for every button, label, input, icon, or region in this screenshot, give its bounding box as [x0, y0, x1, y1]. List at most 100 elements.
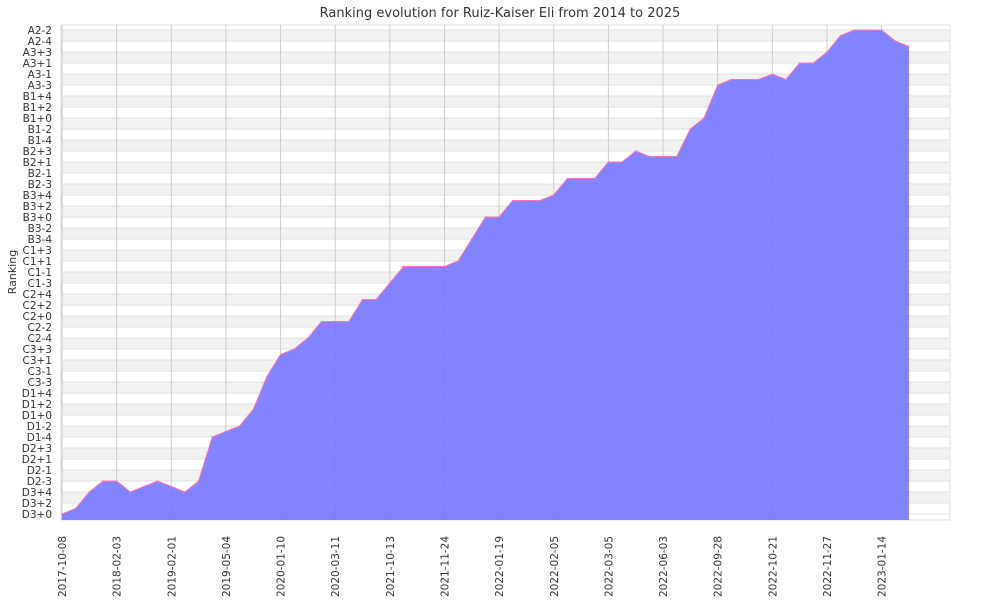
grid-band — [61, 162, 950, 173]
data-point — [348, 320, 350, 323]
data-point — [61, 513, 63, 515]
data-point — [689, 128, 692, 130]
y-tick-label: C3+1 — [23, 355, 53, 367]
y-tick-label: C3-1 — [28, 366, 52, 378]
y-tick-label: D1+0 — [22, 410, 52, 422]
y-tick-label: D2-3 — [27, 476, 52, 488]
y-tick-label: D3+2 — [22, 498, 52, 510]
data-point — [908, 45, 910, 48]
x-tick-label: 2022-06-03 — [658, 536, 670, 597]
y-tick-label: B1+4 — [23, 91, 53, 103]
data-point — [170, 485, 173, 488]
data-point — [102, 480, 104, 482]
data-point — [115, 480, 118, 482]
x-tick-label: 2020-03-11 — [330, 536, 342, 597]
data-point — [430, 265, 432, 268]
data-point — [552, 194, 555, 196]
data-point — [279, 353, 282, 356]
data-point — [266, 375, 268, 378]
y-tick-label: A2-2 — [28, 25, 52, 37]
y-tick-label: D3+4 — [22, 487, 53, 499]
data-point — [607, 161, 610, 163]
y-tick-label: D2-1 — [27, 465, 52, 477]
y-tick-label: D1-2 — [27, 421, 52, 433]
y-tick-label: C2+0 — [23, 311, 53, 323]
data-point — [867, 29, 869, 31]
y-tick-label: A2-4 — [28, 36, 53, 48]
x-tick-label: 2021-11-24 — [439, 536, 451, 597]
data-point — [716, 84, 719, 86]
y-tick-label: C2-4 — [28, 333, 53, 345]
y-tick-label: A3+3 — [23, 47, 52, 59]
y-tick-label: B3+4 — [23, 190, 53, 202]
y-tick-label: D1+2 — [22, 399, 52, 411]
y-tick-label: B2+1 — [23, 157, 52, 169]
x-tick-label: 2021-10-13 — [385, 536, 397, 597]
x-tick-label: 2022-10-21 — [767, 536, 779, 597]
y-tick-label: C2+2 — [23, 300, 53, 312]
data-point — [621, 161, 623, 163]
grid-band — [61, 184, 950, 195]
data-point — [744, 78, 746, 81]
data-point — [648, 155, 651, 158]
y-tick-label: A3-3 — [28, 80, 52, 92]
data-point — [662, 155, 664, 158]
data-point — [525, 199, 528, 202]
data-point — [389, 282, 391, 284]
x-tick-label: 2022-03-05 — [603, 536, 615, 597]
y-tick-label: B2+3 — [23, 146, 52, 158]
data-point — [252, 408, 255, 411]
y-axis-label: Ranking — [6, 250, 19, 295]
data-point — [812, 62, 815, 64]
y-tick-label: B3+2 — [23, 201, 52, 213]
y-tick-label: D3+0 — [22, 509, 52, 521]
chart-title: Ranking evolution for Ruiz-Kaiser Eli fr… — [320, 6, 681, 21]
y-tick-label: B1+0 — [23, 113, 52, 125]
y-tick-label: B2-1 — [28, 168, 52, 180]
grid-band — [61, 140, 950, 151]
y-tick-label: B1-4 — [28, 135, 53, 147]
x-tick-label: 2018-02-03 — [112, 536, 124, 597]
y-tick-label: C1+3 — [23, 245, 53, 257]
y-tick-label: B1-2 — [28, 124, 52, 136]
x-tick-label: 2022-02-05 — [549, 536, 561, 597]
y-tick-label: D2+3 — [22, 443, 52, 455]
data-point — [238, 425, 241, 427]
data-point — [498, 216, 500, 218]
data-point — [730, 78, 733, 81]
y-tick-label: D2+1 — [22, 454, 52, 466]
data-point — [785, 78, 787, 81]
data-point — [361, 298, 364, 301]
y-tick-label: C3-3 — [28, 377, 52, 389]
y-tick-label: C1-1 — [28, 267, 52, 279]
data-point — [184, 491, 186, 493]
y-tick-label: B1+2 — [23, 102, 52, 114]
data-point — [211, 436, 214, 438]
y-tick-label: B2-3 — [28, 179, 52, 191]
grid-band — [61, 96, 950, 107]
data-point — [74, 507, 77, 510]
grid-band — [61, 74, 950, 85]
data-point — [197, 480, 200, 482]
grid-band — [61, 118, 950, 129]
data-point — [511, 199, 514, 202]
y-tick-label: C2+4 — [23, 289, 53, 301]
data-point — [675, 155, 678, 158]
y-tick-label: A3+1 — [23, 58, 52, 70]
data-point — [225, 430, 227, 433]
data-point — [334, 320, 337, 323]
x-tick-label: 2022-11-27 — [822, 536, 834, 597]
data-point — [771, 73, 774, 75]
data-point — [894, 40, 897, 42]
data-point — [156, 480, 159, 482]
y-tick-label: C2-2 — [28, 322, 52, 334]
x-tick-label: 2022-09-28 — [713, 536, 725, 597]
data-point — [129, 491, 132, 493]
data-point — [580, 177, 582, 180]
y-tick-label: C1+1 — [23, 256, 53, 268]
data-point — [293, 348, 296, 350]
data-point — [593, 177, 596, 180]
x-tick-label: 2019-02-01 — [166, 536, 178, 597]
